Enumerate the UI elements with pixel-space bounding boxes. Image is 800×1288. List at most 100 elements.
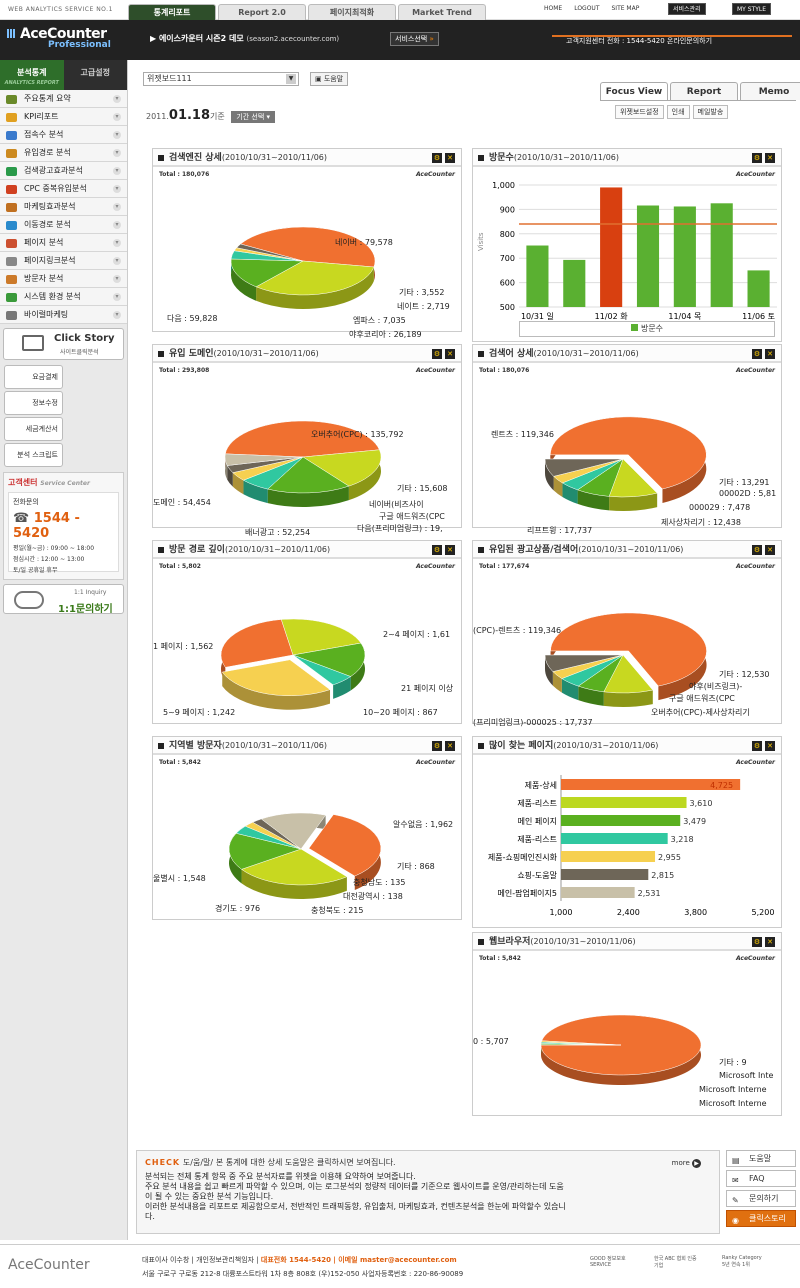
bar[interactable] [747,270,770,307]
pie-slice[interactable] [544,654,624,672]
edit-info-button[interactable]: 정보수정 [4,391,63,415]
sidebar-item[interactable]: 주요통계 요약 ▾ [0,90,127,108]
pie-slice[interactable] [236,243,304,262]
tab-market-trend[interactable]: Market Trend [398,4,486,20]
gear-icon[interactable]: ⚙ [432,153,442,163]
nav-tab-advanced[interactable]: 고급설정 [80,68,110,77]
pie-slice[interactable] [224,420,380,458]
help-side-button[interactable]: ▤ 도움말 [726,1150,796,1167]
period-select-button[interactable]: 기간 선택 ▾ [231,111,276,123]
pie-slice[interactable] [241,848,348,886]
sidebar-item[interactable]: 검색광고효과분석 ▾ [0,162,127,180]
bar[interactable] [600,187,623,307]
pie-slice[interactable] [308,814,382,877]
sidebar-item[interactable]: 방문자 분석 ▾ [0,270,127,288]
sidebar-item[interactable]: KPI리포트 ▾ [0,108,127,126]
pie-slice[interactable] [230,258,304,288]
close-icon[interactable]: ✕ [445,741,455,751]
bar[interactable] [526,245,549,307]
pie-slice[interactable] [280,618,362,656]
gear-icon[interactable]: ⚙ [432,349,442,359]
pie-slice[interactable] [550,612,707,687]
pie-slice[interactable] [240,226,376,268]
pie-slice[interactable] [544,458,624,477]
click-story-side-button[interactable]: ◉ 클릭스토리 [726,1210,796,1227]
close-icon[interactable]: ✕ [445,349,455,359]
service-select-button[interactable]: 서비스선택 » [390,32,439,46]
bar[interactable] [561,887,635,898]
more-link[interactable]: more ▶ [672,1159,701,1168]
tab-focus-view[interactable]: Focus View [600,82,668,100]
pie-slice[interactable] [220,619,294,668]
click-story-button[interactable]: Click Story 사이트클릭분석 [3,328,124,360]
pie-slice[interactable] [224,453,304,466]
pie-slice[interactable] [541,1040,622,1046]
pie-slice[interactable] [255,260,375,296]
analysis-script-button[interactable]: 분석 스크립트 [4,443,63,467]
gear-icon[interactable]: ⚙ [752,545,762,555]
sidebar-item[interactable]: 바이럴마케팅 ▾ [0,306,127,324]
gear-icon[interactable]: ⚙ [752,349,762,359]
bar[interactable] [673,206,696,307]
bar[interactable] [561,797,687,808]
sidebar-item[interactable]: CPC 중복유입분석 ▾ [0,180,127,198]
bar[interactable] [561,833,668,844]
home-link[interactable]: HOME [544,5,563,12]
gear-icon[interactable]: ⚙ [432,741,442,751]
sidebar-item[interactable]: 마케팅효과분석 ▾ [0,198,127,216]
bar[interactable] [561,869,649,880]
tab-report[interactable]: Report [670,82,738,100]
my-style-button[interactable]: MY STYLE [732,3,772,15]
logo[interactable]: AceCounter Professional [7,26,111,50]
tab-report-2[interactable]: Report 2.0 [218,4,306,20]
pie-slice[interactable] [267,456,350,494]
close-icon[interactable]: ✕ [765,153,775,163]
close-icon[interactable]: ✕ [445,545,455,555]
bar[interactable] [561,815,681,826]
sidebar-item[interactable]: 페이지링크분석 ▾ [0,252,127,270]
bar[interactable] [563,259,586,307]
widget-board-select[interactable]: 위젯보드111 ▼ [143,72,299,86]
gear-icon[interactable]: ⚙ [752,153,762,163]
contact-button[interactable]: ✎ 문의하기 [726,1190,796,1207]
close-icon[interactable]: ✕ [765,741,775,751]
faq-button[interactable]: ✉ FAQ [726,1170,796,1187]
sidebar-item[interactable]: 유입경로 분석 ▾ [0,144,127,162]
close-icon[interactable]: ✕ [765,349,775,359]
tab-page-optimization[interactable]: 페이지최적화 [308,4,396,20]
sidebar-item[interactable]: 페이지 분석 ▾ [0,234,127,252]
sidebar-item[interactable]: 접속수 분석 ▾ [0,126,127,144]
gear-icon[interactable]: ⚙ [752,741,762,751]
payment-button[interactable]: 요금결제 [4,365,63,389]
print-button[interactable]: 인쇄 [666,105,690,119]
pie-slice[interactable] [228,833,302,870]
close-icon[interactable]: ✕ [765,937,775,947]
bar[interactable] [561,779,741,790]
tab-stats-report[interactable]: 통계리포트 [128,4,216,20]
help-button[interactable]: ▣ 도움말 [310,72,349,86]
gear-icon[interactable]: ⚙ [752,937,762,947]
logout-link[interactable]: LOGOUT [574,5,600,12]
sidebar-item[interactable]: 이동경로 분석 ▾ [0,216,127,234]
pie-slice[interactable] [260,812,327,850]
pie-slice[interactable] [550,416,707,490]
bar[interactable] [710,203,733,307]
tax-invoice-button[interactable]: 세금계산서 [4,417,63,441]
nav-tab-analytics[interactable]: 분석통계 ANALYTICS REPORT [0,60,64,90]
close-icon[interactable]: ✕ [445,153,455,163]
bar[interactable] [561,851,656,862]
tab-memo[interactable]: Memo [740,82,800,100]
mail-button[interactable]: 메일발송 [692,105,729,119]
notice-ticker[interactable]: 고객지원센터 전화 : 1544-5420 온라인문의하기 [552,32,792,46]
service-manage-button[interactable]: 서비스관리 [668,3,706,15]
bar[interactable] [636,205,660,307]
gear-icon[interactable]: ⚙ [432,545,442,555]
pie-slice[interactable] [221,659,331,696]
sidebar-item[interactable]: 시스템 환경 분석 ▾ [0,288,127,306]
pie-slice[interactable] [302,449,382,487]
inquiry-button[interactable]: 1:1 Inquiry 1:1문의하기 [3,584,124,615]
close-icon[interactable]: ✕ [765,545,775,555]
pie-slice[interactable] [292,642,366,677]
sitemap-link[interactable]: SITE MAP [611,5,640,12]
pie-slice[interactable] [292,654,352,686]
